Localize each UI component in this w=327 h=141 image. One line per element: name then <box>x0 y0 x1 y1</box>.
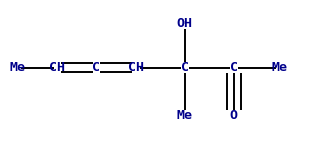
Text: C: C <box>181 61 189 74</box>
Text: Me: Me <box>272 61 287 74</box>
Text: OH: OH <box>177 17 193 30</box>
Text: O: O <box>230 109 238 122</box>
Text: Me: Me <box>10 61 26 74</box>
Text: CH: CH <box>128 61 144 74</box>
Text: C: C <box>93 61 100 74</box>
Text: CH: CH <box>49 61 65 74</box>
Text: C: C <box>230 61 238 74</box>
Text: Me: Me <box>177 109 193 122</box>
